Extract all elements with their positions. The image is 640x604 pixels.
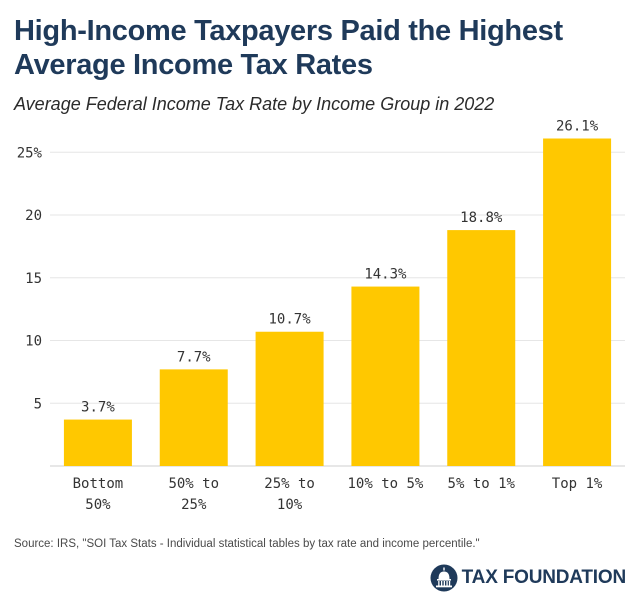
y-tick-label: 10	[25, 334, 42, 350]
y-tick-label: 5	[34, 396, 42, 412]
source-note: Source: IRS, "SOI Tax Stats - Individual…	[14, 538, 480, 550]
capitol-dome-icon	[430, 564, 458, 592]
x-tick-label: Top 1%	[552, 476, 603, 492]
tax-foundation-logo: TAX FOUNDATION	[430, 564, 626, 592]
x-tick-label: 50% to	[168, 476, 219, 492]
brand-name: TAX FOUNDATION	[461, 567, 627, 588]
bar	[447, 230, 516, 466]
chart-title: High-Income Taxpayers Paid the Highest A…	[14, 15, 563, 81]
y-tick-label: 20	[25, 208, 42, 224]
y-tick-label: 25%	[17, 145, 43, 161]
data-label: 26.1%	[556, 118, 599, 134]
x-tick-label: Bottom	[73, 476, 124, 492]
bar-chart: 5 10 15 20 25% 3.7% Bottom 50% 7.7% 50% to 25% 10.7…	[17, 118, 625, 513]
x-tick-label: 25% to	[264, 476, 315, 492]
x-tick-label: 10% to 5%	[347, 476, 423, 492]
data-label: 14.3%	[364, 267, 407, 283]
bar	[255, 331, 324, 466]
bar	[159, 369, 228, 466]
y-tick-label: 15	[25, 271, 42, 287]
x-tick-label: 10%	[277, 497, 303, 513]
data-label: 18.8%	[460, 210, 503, 226]
bar	[351, 286, 420, 466]
x-tick-label: 5% to 1%	[448, 476, 516, 492]
x-tick-label: 25%	[181, 497, 207, 513]
bar	[63, 419, 132, 466]
chart-subtitle: Average Federal Income Tax Rate by Incom…	[14, 94, 495, 114]
data-label: 3.7%	[81, 400, 115, 416]
bar	[543, 138, 612, 466]
data-label: 10.7%	[269, 312, 312, 328]
data-label: 7.7%	[177, 349, 211, 365]
x-tick-label: 50%	[85, 497, 111, 513]
